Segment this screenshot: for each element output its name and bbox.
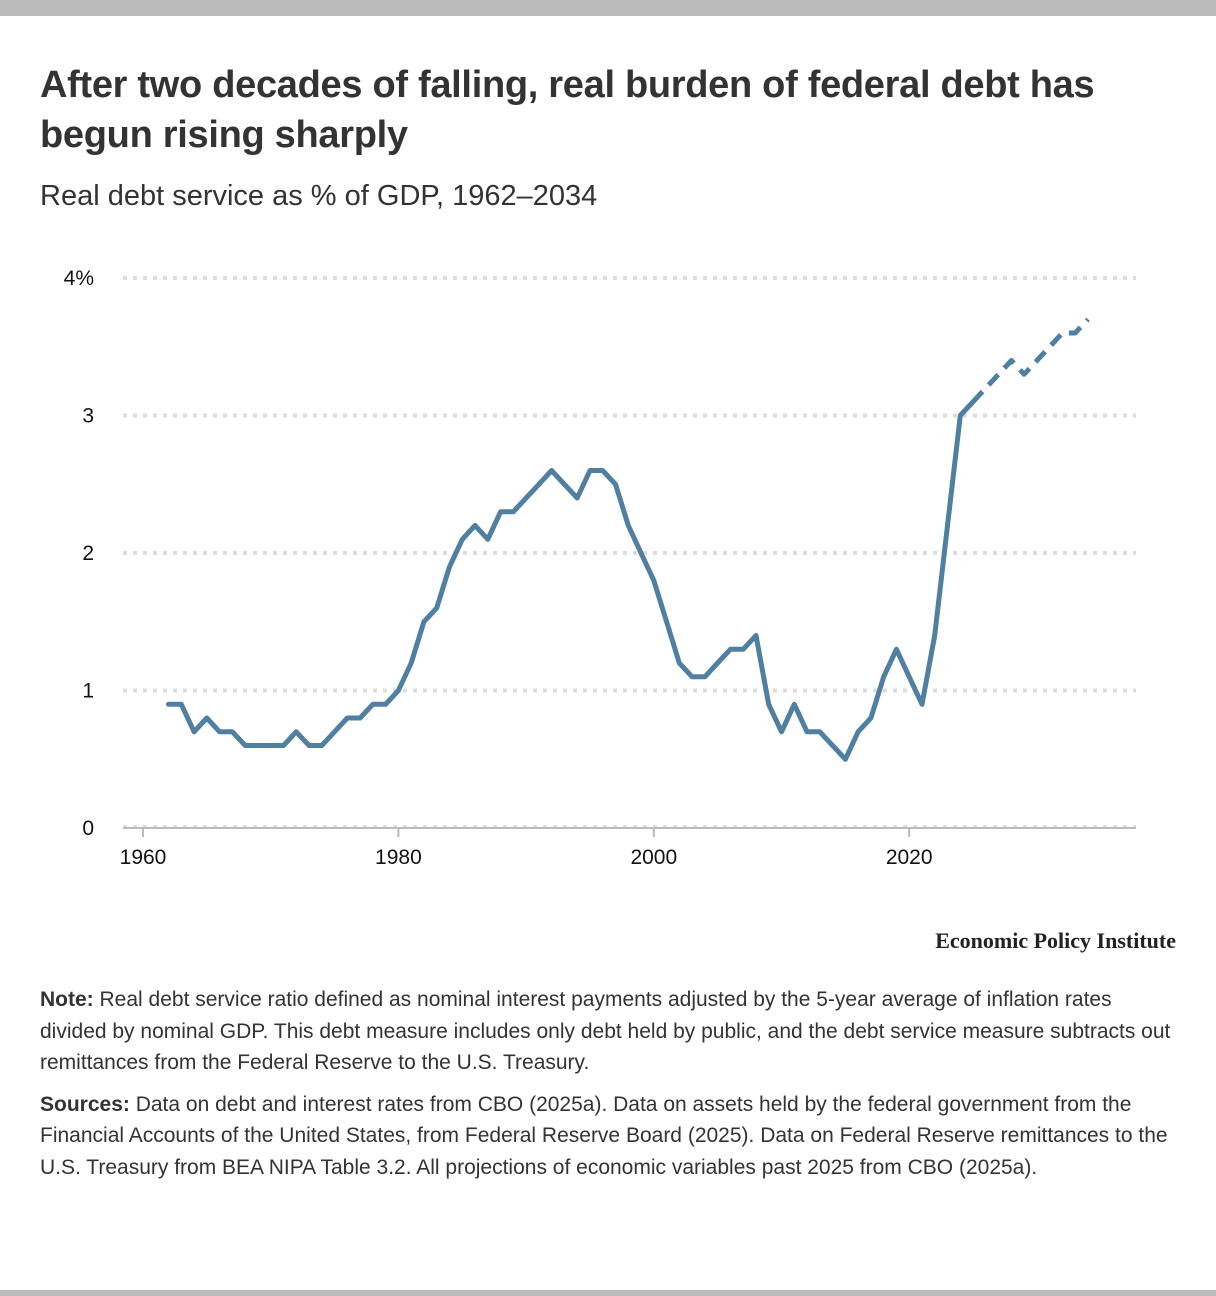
note-paragraph: Note: Real debt service ratio defined as…: [40, 984, 1180, 1079]
bottom-frame-bar: [0, 1290, 1216, 1296]
series-line-actual: [166, 399, 976, 762]
source-credit-logo: Economic Policy Institute: [935, 928, 1176, 953]
line-chart: 0 1 2 3 4% 1960 1980 2000 2020: [64, 267, 1136, 869]
y-tick-label: 4%: [64, 267, 94, 290]
y-tick-label: 2: [82, 542, 94, 565]
sources-paragraph: Sources: Data on debt and interest rates…: [40, 1089, 1180, 1184]
x-tick-label: 1960: [120, 846, 167, 869]
gridlines: [123, 276, 1136, 693]
x-axis: [123, 825, 1136, 837]
chart-subtitle: Real debt service as % of GDP, 1962–2034: [40, 180, 598, 212]
sources-text: Data on debt and interest rates from CBO…: [40, 1092, 1168, 1179]
note-text: Real debt service ratio defined as nomin…: [40, 988, 1171, 1074]
y-tick-label: 0: [82, 817, 94, 840]
x-tick-label: 2020: [886, 846, 933, 869]
x-axis-labels: 1960 1980 2000 2020: [120, 846, 933, 869]
series-line-projected: [971, 317, 1090, 404]
y-tick-label: 3: [82, 405, 94, 428]
chart-title: After two decades of falling, real burde…: [40, 64, 1095, 156]
y-tick-label: 1: [82, 680, 94, 703]
chart-notes: Note: Real debt service ratio defined as…: [40, 984, 1180, 1193]
series: [166, 317, 1090, 762]
x-tick-label: 2000: [630, 846, 677, 869]
note-label: Note:: [40, 988, 94, 1011]
y-axis-labels: 0 1 2 3 4%: [64, 267, 94, 840]
sources-label: Sources:: [40, 1092, 130, 1116]
x-tick-label: 1980: [375, 846, 422, 869]
top-frame-bar: [0, 0, 1216, 16]
